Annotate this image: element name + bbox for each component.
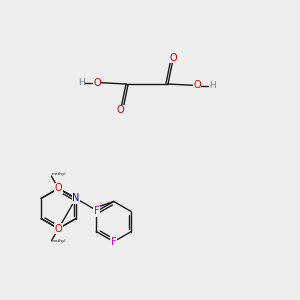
Text: H: H bbox=[78, 78, 85, 87]
Text: O: O bbox=[55, 183, 62, 194]
Text: methyl: methyl bbox=[52, 239, 66, 243]
Text: O: O bbox=[169, 52, 177, 63]
Text: O: O bbox=[193, 80, 201, 91]
Text: O: O bbox=[55, 224, 62, 234]
Text: methyl: methyl bbox=[52, 172, 66, 176]
Text: F: F bbox=[94, 206, 99, 217]
Text: N: N bbox=[72, 194, 80, 203]
Text: O: O bbox=[93, 77, 101, 88]
Text: H: H bbox=[209, 81, 216, 90]
Text: F: F bbox=[111, 237, 116, 247]
Text: O: O bbox=[117, 105, 124, 116]
